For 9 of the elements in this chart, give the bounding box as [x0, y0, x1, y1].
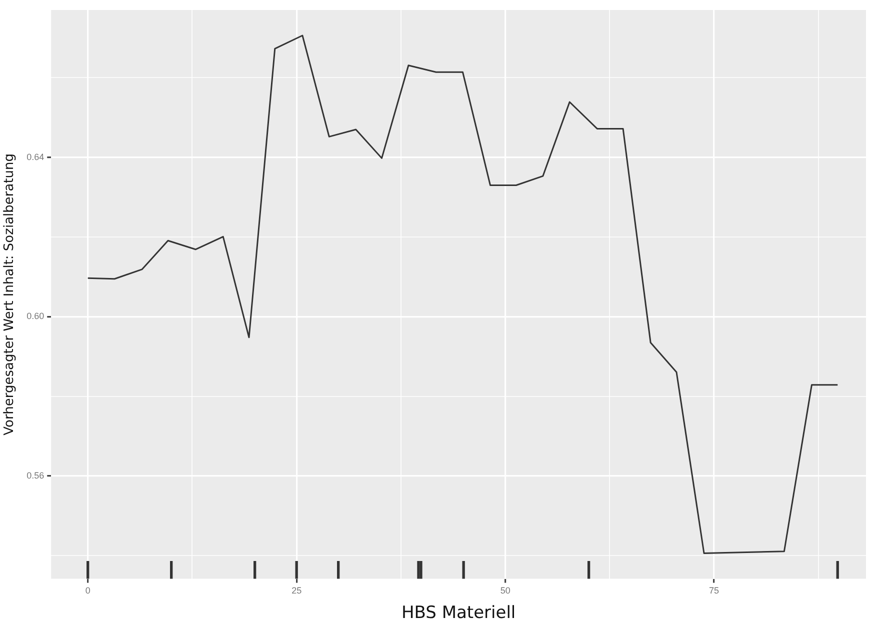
x-tick-label: 25 — [292, 586, 302, 596]
y-tick-label: 0.60 — [26, 311, 44, 322]
y-tick-label: 0.64 — [26, 152, 44, 162]
y-axis-title: Vorhergesagter Wert Inhalt: Sozialberatung — [2, 153, 18, 436]
x-axis-title: HBS Materiell — [401, 603, 516, 624]
x-tick-label: 75 — [709, 586, 720, 596]
y-tick-label: 0.56 — [26, 470, 44, 481]
x-tick-label: 50 — [500, 586, 510, 596]
x-tick-label: 0 — [85, 586, 90, 596]
